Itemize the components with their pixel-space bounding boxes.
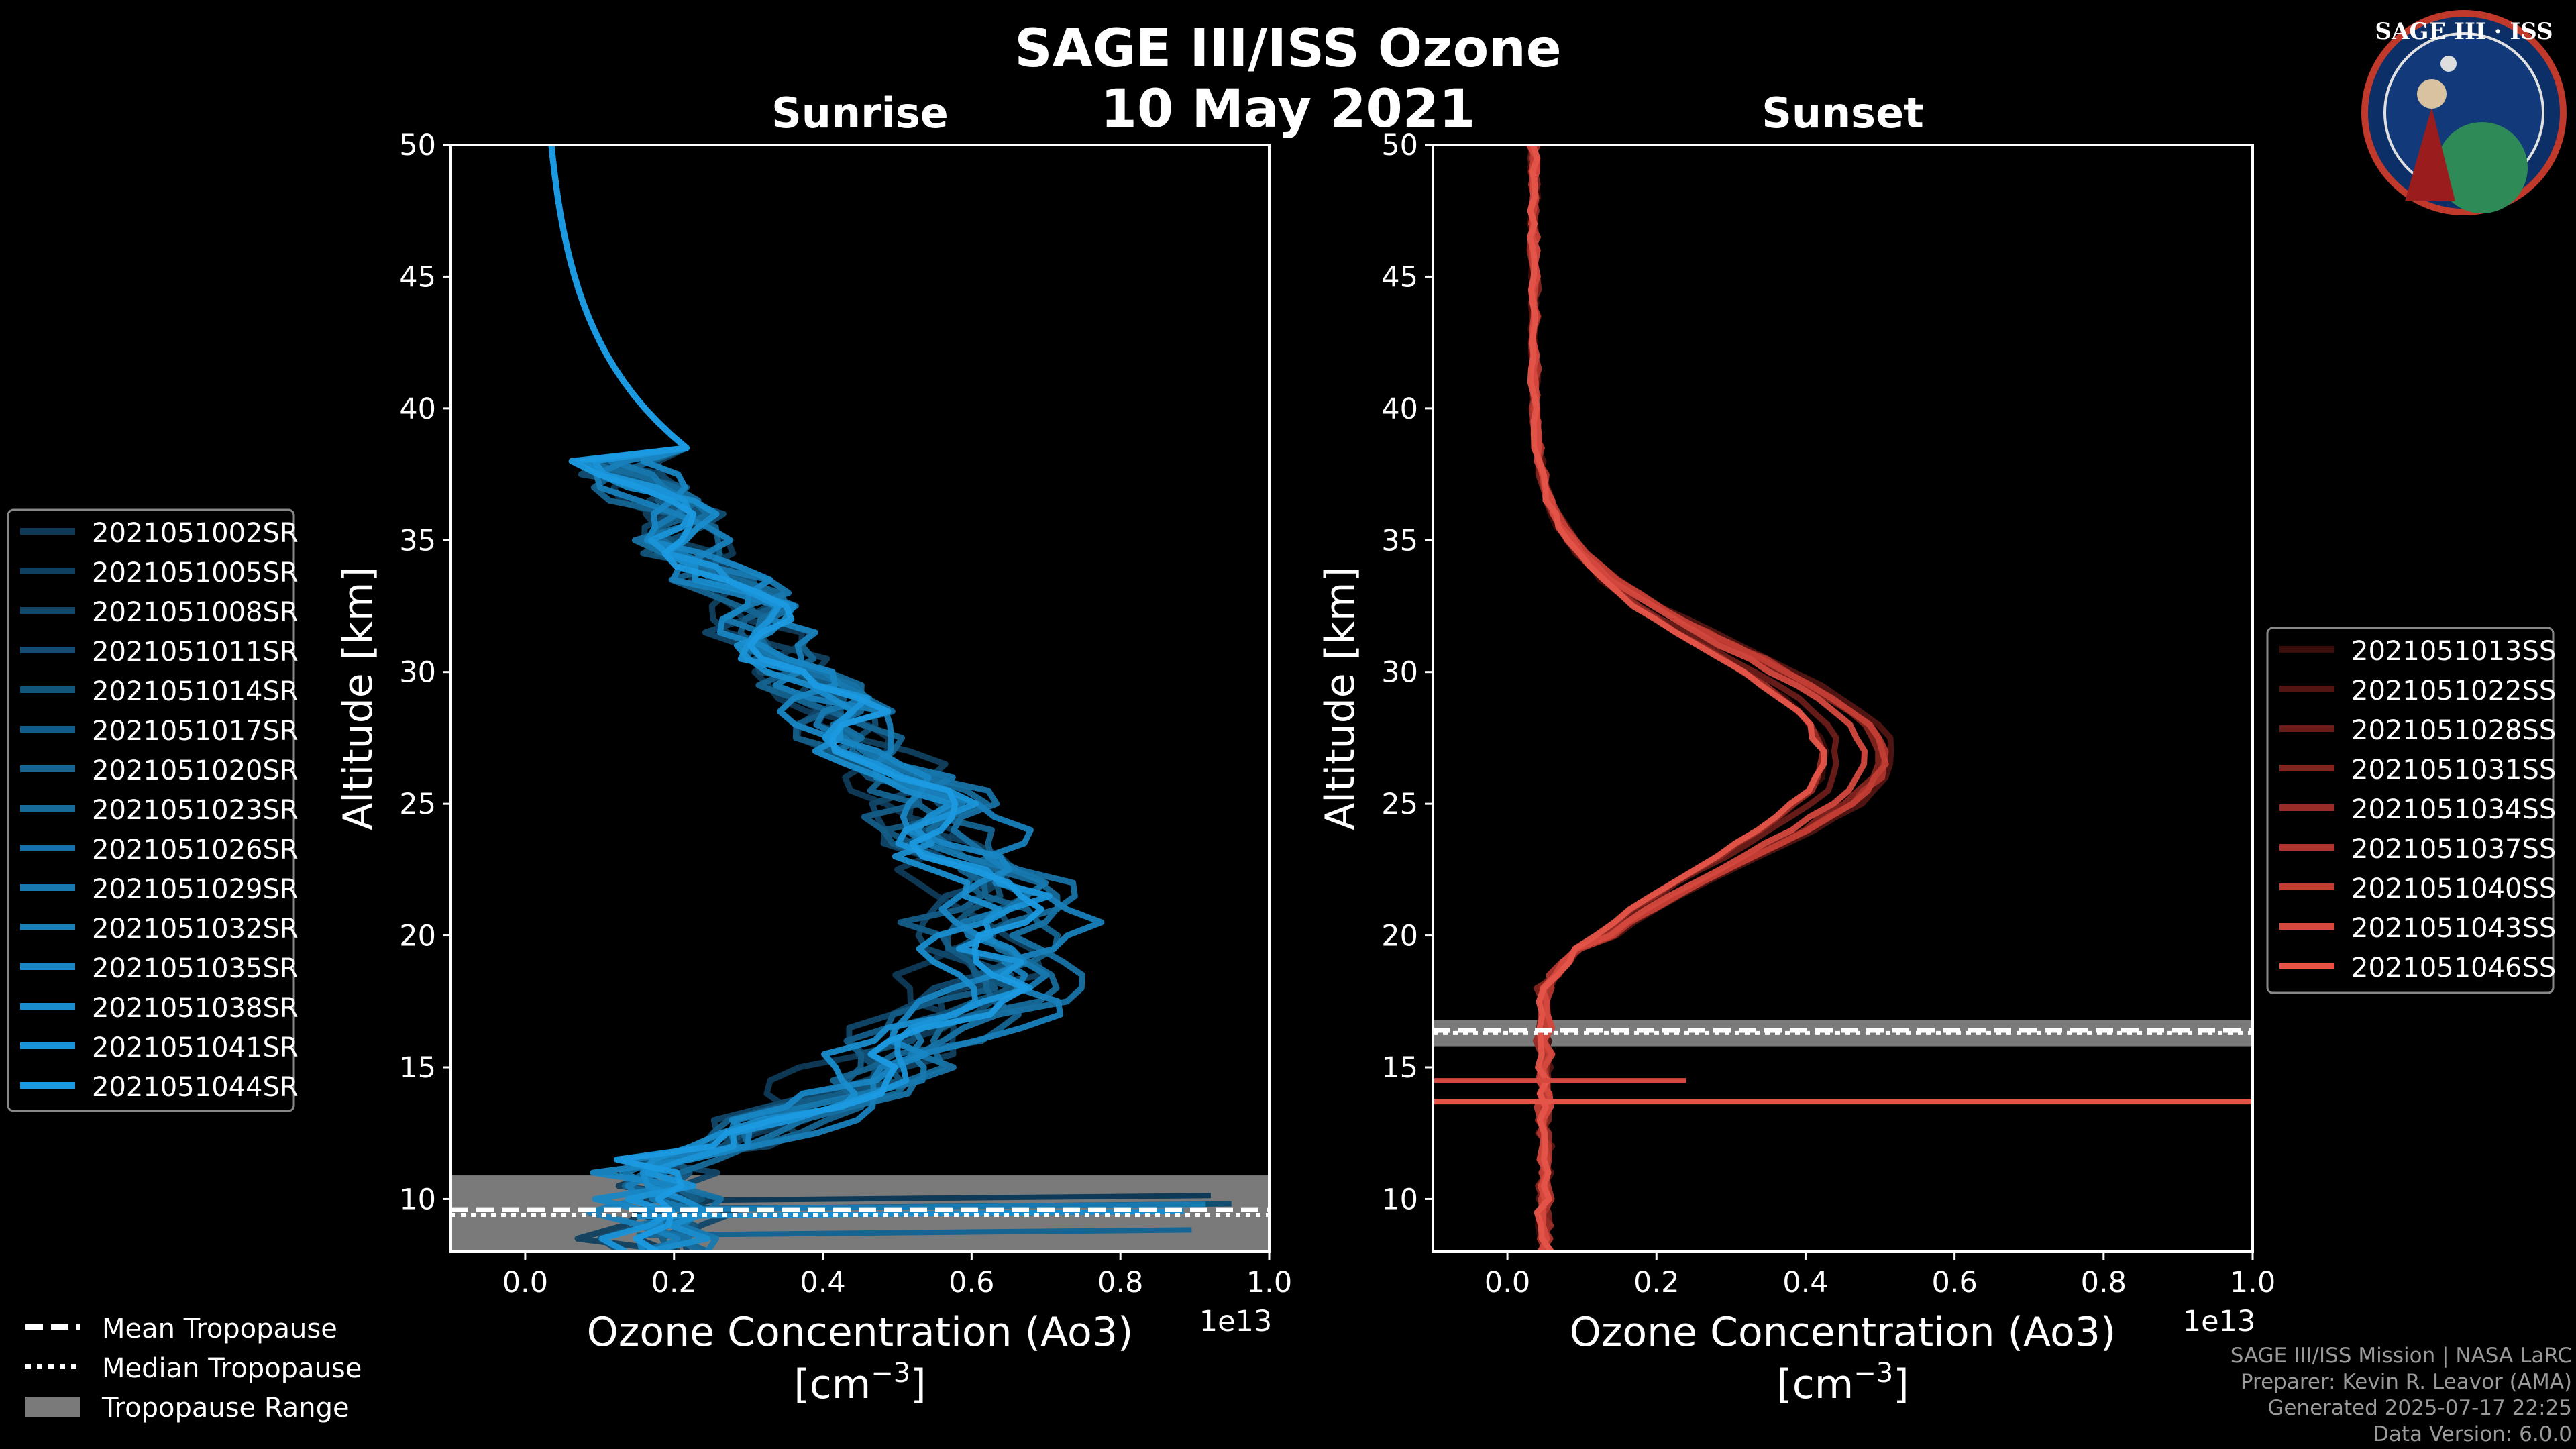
sunset-ytick-label: 25 — [1381, 788, 1418, 821]
sunset-ylabel: Altitude [km] — [1317, 566, 1364, 830]
legend-mean-label: Mean Tropopause — [102, 1313, 337, 1344]
sunrise-ytick-label: 30 — [399, 656, 436, 690]
sunrise-x-scale-label: 1e13 — [1199, 1305, 1273, 1338]
sunrise-legend-label: 2021051017SR — [92, 716, 299, 747]
sunset-xlabel: Ozone Concentration (Ao3) — [1570, 1309, 2116, 1356]
sunrise-legend-label: 2021051041SR — [92, 1032, 299, 1063]
sunset-xtick-label: 0.2 — [1633, 1266, 1679, 1299]
sunset-xlabel-units: [cm−3] — [1776, 1358, 1909, 1408]
footer-generated: Generated 2025-07-17 22:25 — [2267, 1396, 2572, 1420]
sunrise-legend-label: 2021051008SR — [92, 597, 299, 628]
sunrise-profile-2021051002SR — [548, 145, 997, 1252]
sunrise-profile-2021051017SR — [548, 145, 998, 1252]
figure-title: SAGE III/ISS Ozone — [1014, 19, 1562, 79]
sunset-xtick-label: 1.0 — [2230, 1266, 2275, 1299]
figure-date: 10 May 2021 — [1100, 79, 1476, 140]
sunset-ytick-label: 20 — [1381, 920, 1418, 953]
sunrise-xtick-label: 1.0 — [1246, 1266, 1292, 1299]
sunrise-ytick-label: 50 — [399, 129, 436, 162]
logo-figure-icon — [2405, 107, 2455, 201]
sunset-ytick-label: 35 — [1381, 524, 1418, 557]
sunrise-ytick-label: 45 — [399, 260, 436, 294]
sunset-legend-label: 2021051013SS — [2351, 636, 2556, 667]
legend-median-label: Median Tropopause — [102, 1353, 362, 1384]
logo-text: SAGE III · ISS — [2375, 18, 2553, 45]
sunset-xtick-label: 0.0 — [1485, 1266, 1530, 1299]
sunrise-legend-label: 2021051011SR — [92, 637, 299, 667]
sunrise-legend-label: 2021051014SR — [92, 676, 299, 707]
sunset-profile-2021051028SS — [1527, 145, 1839, 1252]
sunrise-frame — [449, 144, 1271, 1253]
footer-mission: SAGE III/ISS Mission | NASA LaRC — [2230, 1344, 2572, 1368]
sunrise-legend-label: 2021051038SR — [92, 993, 299, 1024]
sunrise-legend-label: 2021051020SR — [92, 755, 299, 786]
sunset-xtick-label: 0.6 — [1931, 1266, 1977, 1299]
sunrise-xlabel: Ozone Concentration (Ao3) — [587, 1309, 1134, 1356]
legend-range-label: Tropopause Range — [101, 1393, 350, 1424]
sunrise-xlabel-units: [cm−3] — [794, 1358, 926, 1408]
sunset-legend-label: 2021051031SS — [2351, 755, 2556, 786]
sunrise-ytick-label: 35 — [399, 524, 436, 557]
sunrise-spike-2021051038SR — [637, 1208, 1184, 1220]
sunset-profile-2021051040SS — [1527, 145, 1889, 1252]
legend-range-swatch — [25, 1397, 80, 1417]
sunset-ytick-label: 30 — [1381, 656, 1418, 690]
logo-earth-icon — [2436, 122, 2528, 213]
logo-moon-icon — [2440, 56, 2457, 72]
sunrise-profile-2021051044SR — [548, 145, 1044, 1252]
sunset-ytick-label: 15 — [1381, 1051, 1418, 1085]
sunrise-plot-area — [451, 145, 1269, 1252]
sunrise-legend — [7, 508, 295, 1112]
sunrise-ytick-label: 40 — [399, 392, 436, 426]
sunrise-ytick-label: 25 — [399, 788, 436, 821]
sunrise-xtick-label: 0.8 — [1097, 1266, 1143, 1299]
sunset-plot-area — [1433, 145, 2253, 1252]
sunset-legend-label: 2021051028SS — [2351, 715, 2556, 746]
sunrise-legend-label: 2021051023SR — [92, 795, 299, 826]
sunset-xtick-label: 0.8 — [2081, 1266, 2127, 1299]
sunrise-legend-label: 2021051044SR — [92, 1072, 299, 1103]
sunset-profile-2021051043SS — [1526, 145, 1868, 1252]
sunrise-legend-label: 2021051002SR — [92, 518, 299, 549]
sunset-ytick-label: 45 — [1381, 260, 1418, 294]
sunrise-spike-2021051002SR — [637, 1193, 1211, 1204]
sunset-frame — [1432, 144, 2254, 1253]
sunrise-ytick-label: 20 — [399, 920, 436, 953]
sage-logo: SAGE III · ISS — [2361, 10, 2567, 215]
sunrise-legend-label: 2021051005SR — [92, 557, 299, 588]
footer-version: Data Version: 6.0.0 — [2372, 1422, 2572, 1446]
sunset-legend-label: 2021051043SS — [2351, 913, 2556, 944]
sunrise-ytick-label: 15 — [399, 1051, 436, 1085]
logo-head-icon — [2417, 79, 2447, 109]
sunrise-xtick-label: 0.4 — [800, 1266, 845, 1299]
footer-preparer: Preparer: Kevin R. Leavor (AMA) — [2240, 1370, 2572, 1394]
sunset-legend-label: 2021051022SS — [2351, 676, 2556, 706]
sunset-legend — [2266, 627, 2555, 994]
sunset-legend-label: 2021051034SS — [2351, 794, 2556, 825]
sunrise-xtick-label: 0.0 — [502, 1266, 548, 1299]
sunrise-legend-label: 2021051026SR — [92, 835, 299, 865]
sunset-ytick-label: 50 — [1381, 129, 1418, 162]
sunset-title: Sunset — [1762, 89, 1924, 138]
sunset-tropopause-range — [1433, 1020, 2253, 1046]
sunset-ytick-label: 10 — [1381, 1183, 1418, 1216]
sunrise-xtick-label: 0.6 — [949, 1266, 994, 1299]
sunset-x-scale-label: 1e13 — [2183, 1305, 2256, 1338]
footer-credits: SAGE III/ISS Mission | NASA LaRC Prepare… — [2231, 1343, 2572, 1448]
sunset-profile-2021051046SS — [1527, 145, 1827, 1252]
sunset-ytick-label: 40 — [1381, 392, 1418, 426]
sunrise-xtick-label: 0.2 — [651, 1266, 697, 1299]
sunset-xtick-label: 0.4 — [1782, 1266, 1828, 1299]
sunrise-legend-label: 2021051029SR — [92, 874, 299, 905]
sunrise-legend-label: 2021051032SR — [92, 914, 299, 945]
sunrise-title: Sunrise — [771, 89, 949, 138]
sunset-legend-label: 2021051040SS — [2351, 873, 2556, 904]
sunrise-legend-label: 2021051035SR — [92, 953, 299, 984]
sunset-legend-label: 2021051046SS — [2351, 953, 2556, 983]
sunrise-ytick-label: 10 — [399, 1183, 436, 1216]
sunrise-ylabel: Altitude [km] — [335, 566, 382, 830]
sunset-legend-label: 2021051037SS — [2351, 834, 2556, 865]
sunrise-spike-2021051020SR — [637, 1227, 1192, 1238]
